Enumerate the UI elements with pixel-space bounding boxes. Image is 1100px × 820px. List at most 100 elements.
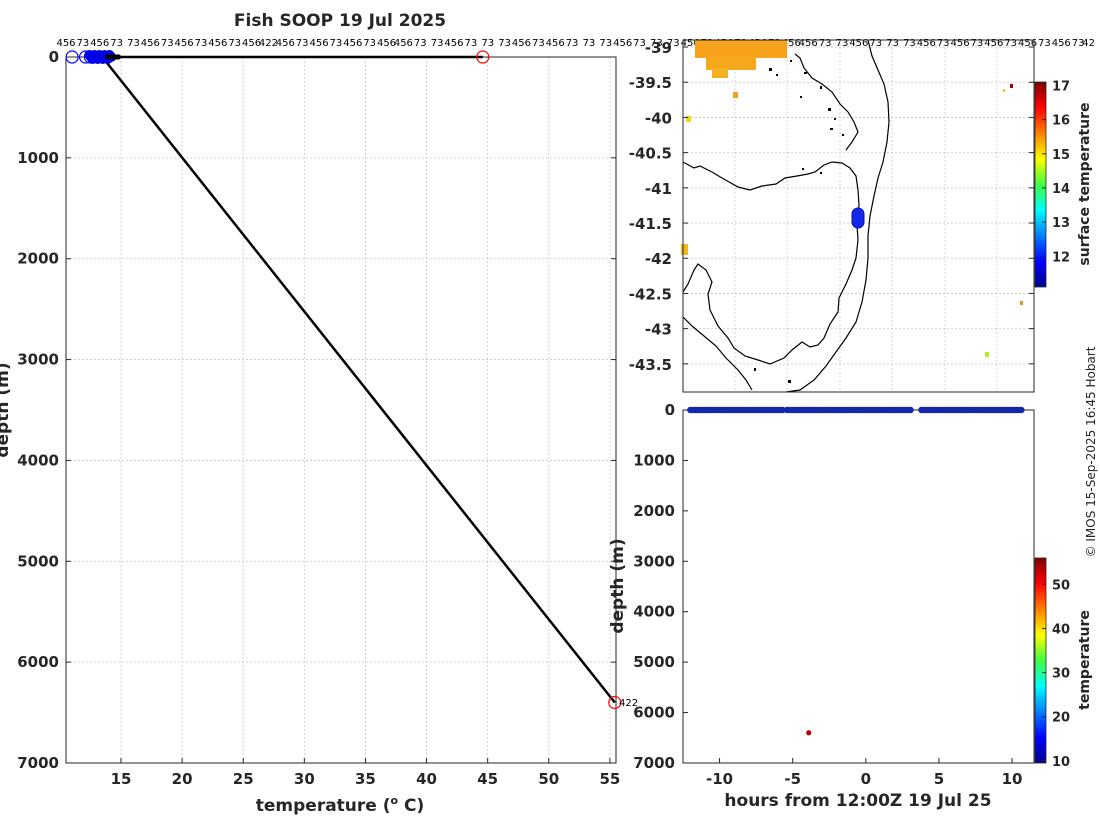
profile-top-label: 456 (1018, 38, 1037, 49)
map-y-tick-label: -40 (645, 109, 672, 127)
coastline (682, 39, 890, 393)
map-y-tick-label: -42 (645, 250, 672, 268)
profile-top-label: 73 (431, 38, 444, 49)
profile-top-label: 73 (886, 38, 899, 49)
map-colorbar-tick-label: 14 (1052, 182, 1070, 197)
profile-marker (608, 695, 622, 710)
profile-sample-point (116, 54, 122, 60)
sst-patch-north (695, 40, 787, 58)
profile-x-ticks: 15 20 25 30 35 40 45 50 55 (111, 758, 620, 788)
timeseries-y-tick-label: 5000 (633, 653, 675, 671)
timeseries-y-tick-label: 3000 (633, 552, 675, 570)
sst-patch-west (681, 244, 688, 255)
timeseries-y-tick-label: 6000 (633, 704, 675, 722)
profile-surface-cluster (84, 50, 122, 64)
profile-top-label: 73 (414, 38, 427, 49)
profile-y-tick-label: 5000 (17, 552, 59, 570)
profile-top-label: 73 (1004, 38, 1017, 49)
profile-y-tick-label: 7000 (17, 754, 59, 772)
profile-grid (66, 56, 616, 764)
profile-top-label: 73 (819, 38, 832, 49)
timeseries-y-ticks: 0 1000 2000 3000 4000 5000 6000 7000 (633, 401, 688, 772)
profile-top-label: 73 (161, 38, 174, 49)
profile-markers (65, 50, 622, 710)
profile-top-label: 456 (849, 38, 868, 49)
profile-top-label: 73 (498, 38, 511, 49)
timeseries-y-tick-label: 0 (665, 401, 675, 419)
timeseries-point (1018, 406, 1025, 414)
profile-panel: 15 20 25 30 35 40 45 50 55 010002000300040005000… (0, 38, 1095, 816)
profile-x-tick-label: 45 (477, 770, 498, 788)
timeseries-colorbar-ticks: 10 20 30 40 50 (1042, 578, 1070, 770)
profile-top-label: 73 (330, 38, 343, 49)
profile-x-tick-label: 20 (172, 770, 193, 788)
profile-top-label: 456 (512, 38, 531, 49)
profile-top-label: 456 (90, 38, 109, 49)
timeseries-x-label: hours from 12:00Z 19 Jul 25 (724, 791, 991, 811)
timeseries-x-tick-label: -10 (706, 770, 733, 788)
timeseries-y-tick-label: 7000 (633, 754, 675, 772)
map-colorbar-tick-label: 12 (1052, 250, 1070, 265)
profile-top-label: 456 (175, 38, 194, 49)
profile-top-label: 456 (343, 38, 362, 49)
profile-top-label: 73 (1038, 38, 1051, 49)
profile-top-label: 456 (394, 38, 413, 49)
map-colorbar-tick-label: 15 (1052, 148, 1070, 163)
map-y-tick-label: -39.5 (629, 74, 672, 92)
timeseries-axes-frame (682, 409, 1035, 764)
timeseries-point (779, 406, 786, 414)
profile-y-tick-label: 6000 (17, 653, 59, 671)
profile-line (101, 56, 616, 704)
profile-top-label: 456 (1052, 38, 1071, 49)
map-grid (683, 40, 1034, 392)
map-colorbar-tick-label: 13 (1052, 216, 1070, 231)
timeseries-colorbar-label: temperature (1077, 610, 1093, 710)
profile-axes-frame (65, 56, 617, 764)
credit-text: © IMOS 15-Sep-2025 16:45 Hobart (1084, 346, 1098, 557)
profile-top-label: 456 (444, 38, 463, 49)
profile-top-label: 456 (309, 38, 328, 49)
map-y-tick-label: -43.5 (629, 356, 672, 374)
map-y-tick-label: -42.5 (629, 285, 672, 303)
profile-marker (78, 50, 93, 64)
map-y-tick-label: -43 (645, 321, 672, 339)
profile-x-tick-label: 55 (599, 770, 620, 788)
profile-top-label: 73 (583, 38, 596, 49)
islands (754, 60, 844, 383)
profile-top-label: 456 (56, 38, 75, 49)
map-y-tick-label: -41 (645, 180, 672, 198)
profile-top-label: 73 (566, 38, 579, 49)
profile-top-label: 73 (127, 38, 140, 49)
profile-top-label: 73 (937, 38, 950, 49)
timeseries-point (907, 406, 914, 414)
sst-patch (985, 352, 989, 357)
profile-top-label: 73 (481, 38, 494, 49)
profile-x-tick-label: 50 (538, 770, 559, 788)
profile-top-label: 73 (667, 38, 680, 49)
profile-top-label: 73 (110, 38, 123, 49)
profile-top-label: 73 (363, 38, 376, 49)
timeseries-x-tick-label: 5 (934, 770, 944, 788)
profile-y-ticks: 0 1000 2000 3000 4000 5000 6000 7000 (17, 48, 616, 772)
profile-top-label: 73 (77, 38, 90, 49)
profile-y-tick-label: 4000 (17, 451, 59, 469)
profile-top-label: 73 (532, 38, 545, 49)
timeseries-y-tick-label: 2000 (633, 502, 675, 520)
profile-marker (476, 50, 490, 64)
map-y-tick-label: -41.5 (629, 215, 672, 233)
timeseries-colorbar-tick-label: 10 (1052, 755, 1070, 770)
profile-top-label: 456 (917, 38, 936, 49)
sst-patch (1003, 89, 1005, 92)
ship-track-points (851, 207, 865, 229)
timeseries-panel: -10 -5 0 5 10 01000200030004000500060007000 … (608, 401, 1093, 811)
profile-top-label: 73 (296, 38, 309, 49)
map-panel: -39 -39.5 -40 -40.5 -41 -41.5 -42 -42.5 -43 -43.5… (629, 39, 1093, 393)
map-colorbar-ticks: 12 13 14 15 16 17 (1042, 79, 1070, 265)
map-axes-frame (682, 39, 1035, 393)
profile-series (99, 55, 616, 704)
timeseries-colorbar-tick-label: 20 (1052, 711, 1070, 726)
profile-top-label: 456 (984, 38, 1003, 49)
profile-top-label: 73 (464, 38, 477, 49)
timeseries-y-tick-label: 4000 (633, 603, 675, 621)
